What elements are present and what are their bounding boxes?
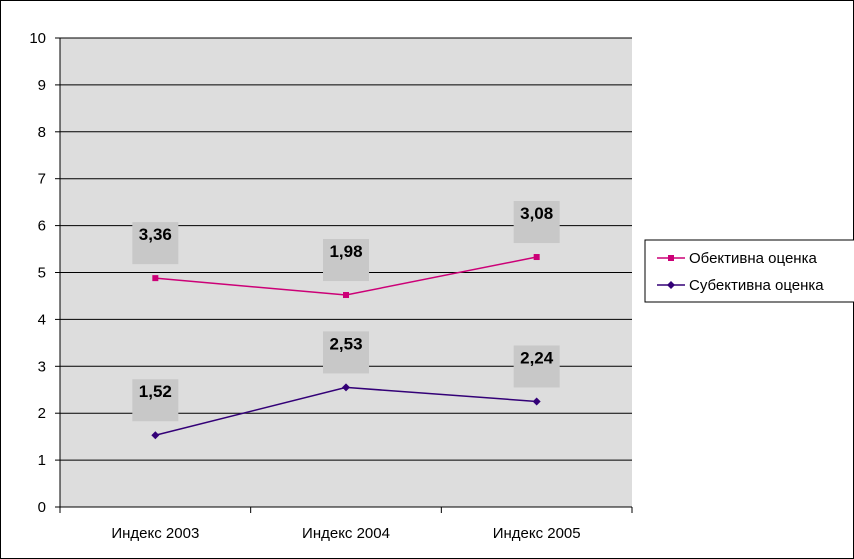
data-label-bg-1-3: [513, 201, 560, 244]
legend-label-1: Обективна оценка: [689, 250, 817, 267]
x-tick-label-1: Индекс 2003: [111, 525, 199, 542]
x-tick-label-3: Индекс 2005: [493, 525, 581, 542]
series-2-marker-2: [342, 383, 350, 392]
data-label-bg-1-2: [323, 239, 369, 282]
data-label-2-1: 1,52: [139, 382, 172, 401]
y-tick-label-4: 4: [38, 311, 46, 328]
data-label-bg-2-1: [132, 379, 179, 422]
y-tick-label-1: 1: [38, 452, 46, 469]
series-layer: [151, 254, 541, 440]
y-tick-label-8: 8: [38, 124, 46, 141]
data-label-1-1: 3,36: [139, 225, 172, 244]
x-tick-label-2: Индекс 2004: [302, 525, 390, 542]
y-tick-label-0: 0: [38, 499, 46, 516]
y-tick-label-7: 7: [38, 171, 46, 188]
series-2-marker-1: [151, 431, 160, 440]
y-tick-label-3: 3: [38, 358, 46, 375]
legend-marker-2: [667, 281, 675, 289]
data-label-1-2: 1,98: [329, 242, 362, 261]
legend-marker-1: [668, 255, 674, 261]
series-2-marker-3: [532, 397, 541, 406]
y-tick-label-2: 2: [38, 405, 46, 422]
legend-box: [644, 239, 854, 303]
series-1-marker-1: [152, 275, 159, 282]
y-tick-label-5: 5: [38, 265, 46, 282]
y-tick-label-6: 6: [38, 218, 46, 235]
series-1-marker-2: [343, 292, 349, 299]
data-label-2-2: 2,53: [329, 334, 362, 353]
legend-label-2: Субективна оценка: [689, 277, 824, 294]
series-1-marker-3: [533, 254, 540, 261]
data-label-1-3: 3,08: [520, 204, 553, 223]
data-label-bg-2-2: [323, 331, 369, 374]
axes: 0 1 2 3 4 5 6 7 8 9 10 Индекс 2003 Индекс 2004 Индекс…: [29, 30, 633, 542]
y-tick-label-10: 10: [29, 30, 46, 47]
data-label-bg-1-1: [132, 222, 179, 265]
data-labels: 3,36 1,98 3,08 1,52 2,53 2,24: [132, 201, 560, 422]
legend: Обективна оценка Субективна оценка: [644, 239, 854, 303]
y-tick-label-9: 9: [38, 77, 46, 94]
data-label-bg-2-3: [513, 345, 560, 388]
data-label-2-3: 2,24: [520, 348, 554, 367]
